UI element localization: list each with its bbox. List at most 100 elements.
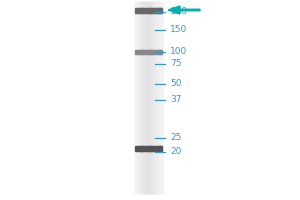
Bar — [161, 7, 162, 12]
Text: 75: 75 — [170, 60, 182, 68]
Bar — [160, 50, 161, 54]
Bar — [139, 50, 140, 54]
Bar — [153, 50, 154, 54]
Bar — [161, 2, 162, 193]
Bar — [158, 50, 160, 54]
Bar — [161, 50, 162, 54]
Bar — [154, 50, 155, 54]
Bar — [136, 7, 137, 12]
Bar — [151, 7, 152, 12]
Bar — [154, 146, 155, 150]
Bar — [135, 7, 136, 12]
Bar — [150, 2, 151, 193]
Bar — [149, 146, 151, 150]
Bar — [153, 2, 154, 193]
Bar — [160, 2, 161, 193]
Bar — [144, 146, 145, 150]
Bar — [154, 2, 155, 193]
Bar — [151, 146, 152, 150]
Bar — [156, 2, 157, 193]
Bar — [135, 146, 136, 150]
Bar — [144, 7, 145, 12]
Bar — [157, 2, 158, 193]
Text: 50: 50 — [170, 79, 182, 88]
Bar — [150, 7, 152, 12]
Bar — [140, 146, 142, 150]
Bar — [149, 2, 150, 193]
Bar — [140, 50, 141, 54]
Text: 250: 250 — [170, 7, 187, 17]
Bar — [137, 7, 138, 12]
Bar — [158, 7, 159, 12]
Bar — [153, 2, 154, 193]
Bar — [138, 2, 139, 193]
Bar — [137, 50, 138, 54]
Bar — [152, 50, 153, 54]
Bar — [140, 50, 142, 54]
Bar — [155, 50, 156, 54]
Bar — [141, 50, 142, 54]
Bar — [148, 2, 149, 193]
Bar — [146, 146, 147, 150]
Bar — [135, 50, 136, 54]
Bar — [148, 7, 149, 12]
Bar — [146, 2, 147, 193]
Bar — [140, 7, 141, 12]
Bar — [142, 146, 143, 150]
Bar — [155, 2, 156, 193]
Bar — [146, 50, 147, 54]
Bar — [160, 146, 161, 150]
Bar — [147, 50, 148, 54]
Bar — [149, 50, 151, 54]
Bar — [151, 50, 152, 54]
Bar — [159, 146, 160, 150]
Bar — [144, 50, 145, 54]
Bar — [153, 2, 154, 193]
Bar — [141, 146, 142, 150]
Bar — [138, 50, 139, 54]
Bar — [160, 2, 161, 193]
Bar — [142, 2, 143, 193]
Bar — [135, 2, 136, 193]
Bar — [144, 2, 145, 193]
Bar — [146, 7, 147, 12]
Bar — [143, 50, 144, 54]
Bar — [159, 2, 160, 193]
Text: 100: 100 — [170, 47, 187, 56]
Bar — [142, 50, 143, 54]
Bar — [151, 2, 152, 193]
Bar — [147, 146, 148, 150]
Bar — [157, 7, 158, 12]
Bar — [152, 2, 153, 193]
Bar — [150, 146, 152, 150]
Bar — [139, 146, 140, 150]
Bar — [140, 2, 141, 193]
Bar — [156, 146, 157, 150]
Bar — [152, 2, 153, 193]
Text: 150: 150 — [170, 25, 187, 34]
Text: 37: 37 — [170, 96, 182, 104]
Bar — [137, 2, 138, 193]
Text: 20: 20 — [170, 148, 182, 156]
Bar — [154, 2, 155, 193]
Bar — [160, 7, 161, 12]
Bar — [145, 2, 146, 193]
Bar — [144, 2, 145, 193]
Bar — [156, 7, 157, 12]
Bar — [145, 50, 146, 54]
Bar — [138, 146, 139, 150]
Bar — [155, 2, 156, 193]
Bar — [148, 50, 149, 54]
Bar — [147, 7, 148, 12]
Bar — [149, 7, 151, 12]
Bar — [161, 146, 162, 150]
Bar — [137, 2, 138, 193]
Bar — [145, 2, 146, 193]
Bar — [152, 146, 153, 150]
Bar — [158, 50, 159, 54]
Bar — [148, 146, 149, 150]
Bar — [159, 50, 160, 54]
Bar — [136, 146, 137, 150]
Bar — [137, 146, 138, 150]
Bar — [158, 146, 159, 150]
